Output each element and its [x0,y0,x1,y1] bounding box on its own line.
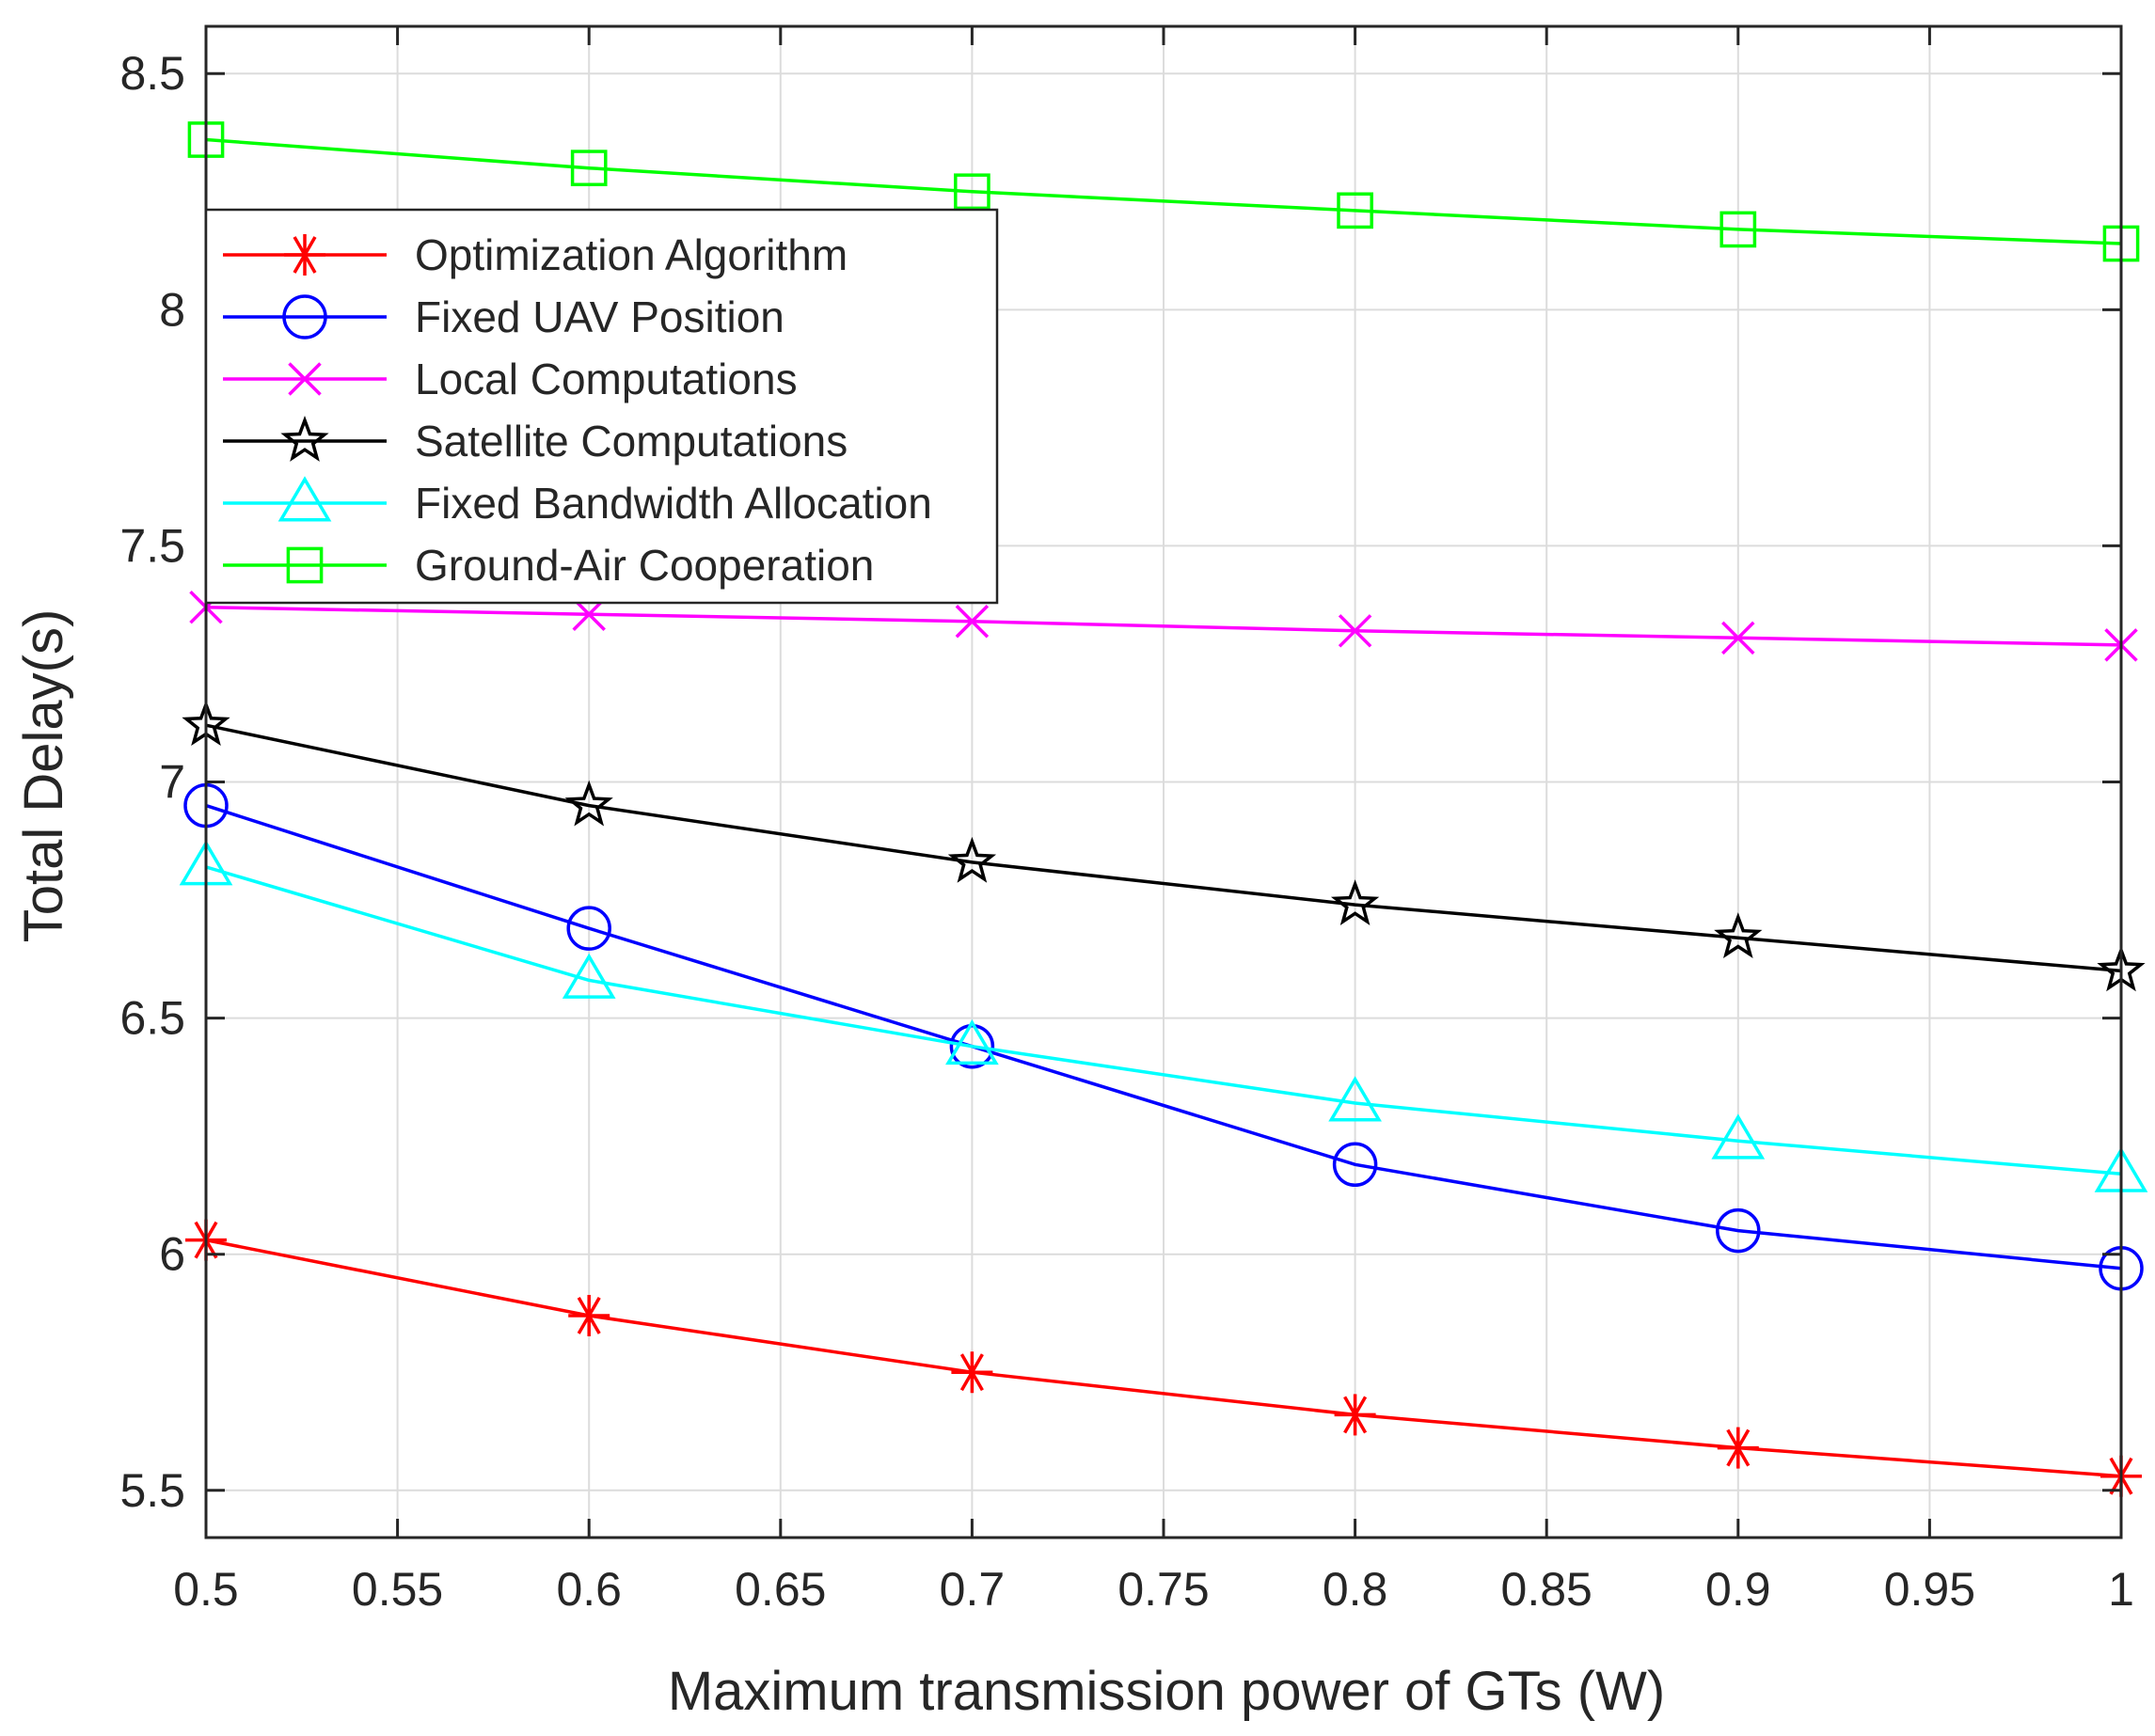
y-axis-label: Total Delay(s) [13,609,74,943]
data-point [1714,912,1763,959]
triangle-marker [1711,1113,1766,1160]
data-point [951,1351,993,1394]
data-point [1717,1427,1759,1469]
x-marker-stroke [288,362,322,396]
square-marker [954,173,990,211]
series-line [205,865,2122,1176]
data-point [1721,621,1755,655]
x-tick-label: 0.8 [1323,1563,1388,1616]
legend-item: Optimization Algorithm [223,230,848,279]
data-point [562,953,616,999]
star-marker [280,415,329,462]
y-tick-label: 6.5 [119,992,185,1045]
data-point [564,780,613,827]
data-point [1716,1207,1761,1254]
legend: Optimization Algorithm Fixed UAV Position… [204,208,999,605]
y-tick-label: 6 [159,1228,185,1281]
circle-marker [282,294,327,339]
legend-item: Satellite Computations [223,415,848,466]
legend-label: Fixed Bandwidth Allocation [415,479,932,528]
data-point [1330,879,1380,925]
x-tick-label: 0.85 [1501,1563,1592,1616]
square-marker [1337,192,1373,229]
square-marker [286,546,324,584]
series-line [205,605,2122,647]
data-point [566,906,611,951]
series-fixed-bandwidth-allocation [179,840,2148,1192]
legend-item: Ground-Air Cooperation [223,541,874,590]
square-marker [570,150,608,187]
x-tick-label: 1 [2108,1563,2134,1616]
x-tick-label: 0.65 [735,1563,826,1616]
triangle-marker [1328,1076,1382,1122]
legend-label: Local Computations [415,355,798,403]
series-line [205,1238,2122,1478]
legend-item: Fixed UAV Position [223,292,784,341]
y-tick-label: 8 [159,283,185,336]
circle-marker [1716,1207,1761,1254]
data-point [1328,1076,1382,1122]
x-tick-label: 0.95 [1884,1563,1975,1616]
legend-label: Fixed UAV Position [415,292,784,341]
legend-label: Optimization Algorithm [415,230,848,279]
data-point [1338,614,1372,648]
x-tick-label: 0.7 [940,1563,1006,1616]
triangle-marker [277,476,332,522]
star-marker [1330,879,1380,925]
data-point [568,1294,610,1336]
y-tick-label: 5.5 [119,1464,185,1517]
y-tick-label: 7.5 [119,519,185,572]
circle-marker [1332,1142,1378,1188]
data-point [570,150,608,187]
x-tick-label: 0.75 [1117,1563,1209,1616]
series-local-computations [189,590,2138,662]
x-axis-label: Maximum transmission power of GTs (W) [668,1661,1665,1722]
x-marker-stroke [1721,621,1755,655]
axes: 0.5 0.55 0.6 0.65 0.7 0.75 0.8 0.85 0.9 0.95 1 5.5 6… [119,24,2134,1616]
legend-box [204,208,999,605]
x-marker-stroke [955,605,990,639]
legend-item: Local Computations [223,355,798,403]
data-point [955,605,990,639]
legend-item: Fixed Bandwidth Allocation [223,476,932,528]
triangle-marker [945,1018,999,1065]
data-point [1711,1113,1766,1160]
data-point [947,836,997,883]
legend-label: Satellite Computations [415,417,848,466]
x-tick-label: 0.6 [556,1563,622,1616]
y-tick-label: 8.5 [119,47,185,100]
circle-marker [566,906,611,951]
square-marker [1719,211,1757,248]
legend-label: Ground-Air Cooperation [415,541,874,590]
data-point [945,1018,999,1065]
y-tick-label: 7 [159,756,185,809]
x-marker-stroke [1338,614,1372,648]
series-line [205,723,2122,973]
triangle-marker [562,953,616,999]
star-marker [947,836,997,883]
star-marker [1714,912,1763,959]
data-point [1334,1394,1376,1436]
x-tick-label: 0.55 [352,1563,443,1616]
x-tick-label: 0.5 [173,1563,239,1616]
series-line [205,803,2122,1270]
x-tick-label: 0.9 [1705,1563,1771,1616]
star-marker [564,780,613,827]
data-point [954,173,990,211]
data-point [1337,192,1373,229]
series-line [205,137,2122,245]
data-point [1719,211,1757,248]
data-point [1332,1142,1378,1188]
